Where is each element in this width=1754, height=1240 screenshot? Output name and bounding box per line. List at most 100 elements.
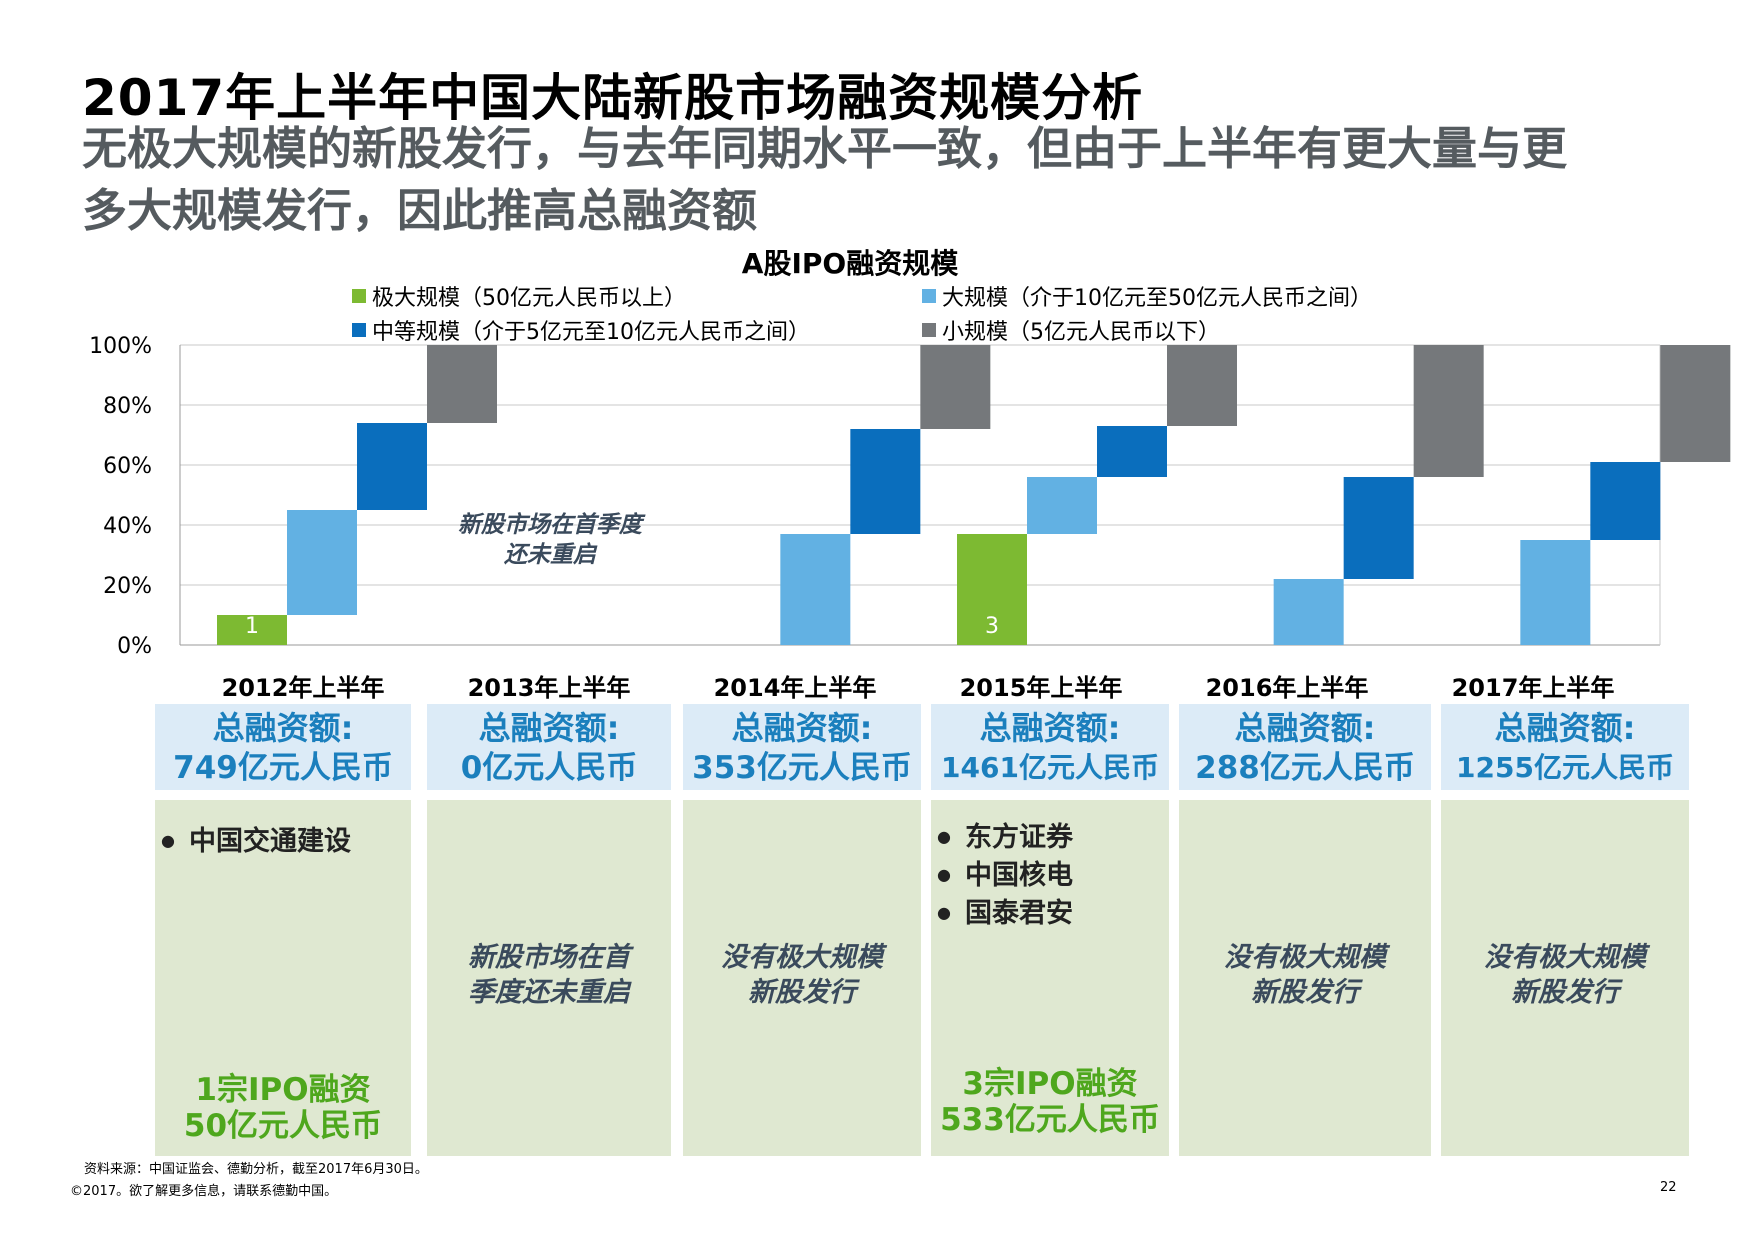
total-value: 1461亿元人民币 (941, 751, 1159, 784)
legend-swatch-small (922, 323, 936, 337)
deal-list: 中国交通建设 (155, 800, 411, 860)
bar-small (920, 345, 991, 429)
legend-swatch-medium (352, 323, 366, 337)
ipo-amount: 533亿元人民币 (940, 1102, 1160, 1138)
ipo-count: 3宗IPO融资 (962, 1066, 1138, 1102)
year-label-2016: 2016年上半年 (1205, 674, 1369, 702)
ipo-summary: 1宗IPO融资 50亿元人民币 (155, 1072, 411, 1144)
detail-box-2013: 新股市场在首 季度还未重启 (427, 800, 671, 1156)
detail-box-2017: 没有极大规模 新股发行 (1441, 800, 1689, 1156)
detail-note-line-2: 季度还未重启 (468, 977, 630, 1008)
bar-large (780, 534, 851, 645)
y-tick-label: 20% (103, 574, 152, 599)
legend-item-very-large: 极大规模（50亿元人民币以上） (352, 280, 686, 312)
detail-note-line-1: 没有极大规模 (721, 942, 883, 973)
chart-annotation-line-1: 新股市场在首季度 (458, 511, 646, 538)
legend-item-large: 大规模（介于10亿元至50亿元人民币之间） (922, 280, 1372, 312)
total-box-2013: 总融资额: 0亿元人民币 (427, 704, 671, 790)
total-box-2017: 总融资额: 1255亿元人民币 (1441, 704, 1689, 790)
bar-small (1660, 345, 1731, 462)
chart-annotation-line-2: 还未重启 (503, 542, 598, 568)
bar-large (1273, 579, 1344, 645)
detail-note-line-1: 没有极大规模 (1484, 942, 1646, 973)
copyright: ©2017。欲了解更多信息，请联系德勤中国。 (70, 1184, 338, 1199)
detail-note-line-2: 新股发行 (748, 977, 856, 1008)
bar-small (1413, 345, 1484, 477)
year-label-2017: 2017年上半年 (1451, 674, 1615, 702)
deal-item: 中国交通建设 (161, 822, 411, 860)
total-value: 288亿元人民币 (1195, 750, 1415, 786)
legend-item-small: 小规模（5亿元人民币以下） (922, 314, 1220, 346)
detail-box-2016: 没有极大规模 新股发行 (1179, 800, 1431, 1156)
detail-box-2014: 没有极大规模 新股发行 (683, 800, 921, 1156)
detail-note: 没有极大规模 新股发行 (1179, 940, 1431, 1010)
y-tick-label: 0% (117, 634, 152, 659)
detail-box-2015: 东方证券 中国核电 国泰君安 3宗IPO融资 533亿元人民币 (931, 800, 1169, 1156)
page-subtitle: 无极大规模的新股发行，与去年同期水平一致，但由于上半年有更大量与更 多大规模发行… (82, 118, 1567, 242)
deal-item: 中国核电 (937, 856, 1169, 894)
legend-swatch-large (922, 289, 936, 303)
legend-item-medium: 中等规模（介于5亿元至10亿元人民币之间） (352, 314, 810, 346)
subtitle-line-2: 多大规模发行，因此推高总融资额 (82, 184, 758, 237)
year-label-2014: 2014年上半年 (713, 674, 877, 702)
deal-item: 国泰君安 (937, 894, 1169, 932)
bar-medium (1590, 462, 1661, 540)
y-tick-label: 60% (103, 454, 152, 479)
bar-small (1167, 345, 1237, 426)
bar-medium (1343, 477, 1414, 579)
total-box-2012: 总融资额: 749亿元人民币 (155, 704, 411, 790)
detail-note: 没有极大规模 新股发行 (1441, 940, 1689, 1010)
page-title: 2017年上半年中国大陆新股市场融资规模分析 (82, 69, 1144, 127)
source-note: 资料来源：中国证监会、德勤分析，截至2017年6月30日。 (84, 1162, 428, 1177)
total-label: 总融资额: (212, 709, 354, 747)
bar-very_large (217, 615, 287, 645)
total-label: 总融资额: (478, 709, 620, 747)
y-tick-label: 80% (103, 394, 152, 419)
detail-note-line-2: 新股发行 (1511, 977, 1619, 1008)
total-label: 总融资额: (1494, 709, 1636, 747)
year-label-2012: 2012年上半年 (221, 674, 385, 702)
total-box-2015: 总融资额: 1461亿元人民币 (931, 704, 1169, 790)
total-box-2016: 总融资额: 288亿元人民币 (1179, 704, 1431, 790)
ipo-summary: 3宗IPO融资 533亿元人民币 (931, 1066, 1169, 1138)
total-label: 总融资额: (979, 709, 1121, 747)
detail-note-line-1: 新股市场在首 (468, 942, 630, 973)
ipo-amount: 50亿元人民币 (183, 1108, 383, 1144)
chart-title: A股IPO融资规模 (741, 247, 959, 280)
deal-item: 东方证券 (937, 818, 1169, 856)
legend-label-medium: 中等规模（介于5亿元至10亿元人民币之间） (372, 320, 810, 345)
bar-very_large (957, 534, 1027, 645)
year-label-2015: 2015年上半年 (959, 674, 1123, 702)
legend-label-small: 小规模（5亿元人民币以下） (942, 320, 1220, 345)
bar-large (1520, 540, 1591, 645)
detail-note: 新股市场在首 季度还未重启 (427, 940, 671, 1010)
subtitle-line-1: 无极大规模的新股发行，与去年同期水平一致，但由于上半年有更大量与更 (82, 122, 1568, 175)
bar-medium (1097, 426, 1167, 477)
bar-medium (850, 429, 921, 534)
bar-label: 3 (985, 614, 999, 639)
total-value: 0亿元人民币 (460, 750, 638, 786)
bar-small (427, 345, 497, 423)
legend-swatch-very-large (352, 289, 366, 303)
total-label: 总融资额: (731, 709, 873, 747)
detail-note-line-2: 新股发行 (1251, 977, 1359, 1008)
total-value: 1255亿元人民币 (1456, 751, 1674, 784)
total-value: 353亿元人民币 (692, 750, 912, 786)
y-tick-label: 40% (103, 514, 152, 539)
detail-note: 没有极大规模 新股发行 (683, 940, 921, 1010)
total-box-2014: 总融资额: 353亿元人民币 (683, 704, 921, 790)
total-value: 749亿元人民币 (173, 750, 393, 786)
ipo-count: 1宗IPO融资 (195, 1072, 371, 1108)
legend-label-large: 大规模（介于10亿元至50亿元人民币之间） (942, 286, 1372, 311)
year-label-2013: 2013年上半年 (467, 674, 631, 702)
page-number: 22 (1660, 1180, 1677, 1195)
y-tick-label: 100% (89, 334, 152, 359)
legend-label-very-large: 极大规模（50亿元人民币以上） (372, 286, 686, 311)
detail-note-line-1: 没有极大规模 (1224, 942, 1386, 973)
bar-large (1027, 477, 1097, 534)
deal-list: 东方证券 中国核电 国泰君安 (931, 800, 1169, 932)
bar-medium (357, 423, 427, 510)
total-label: 总融资额: (1234, 709, 1376, 747)
bar-large (287, 510, 357, 615)
